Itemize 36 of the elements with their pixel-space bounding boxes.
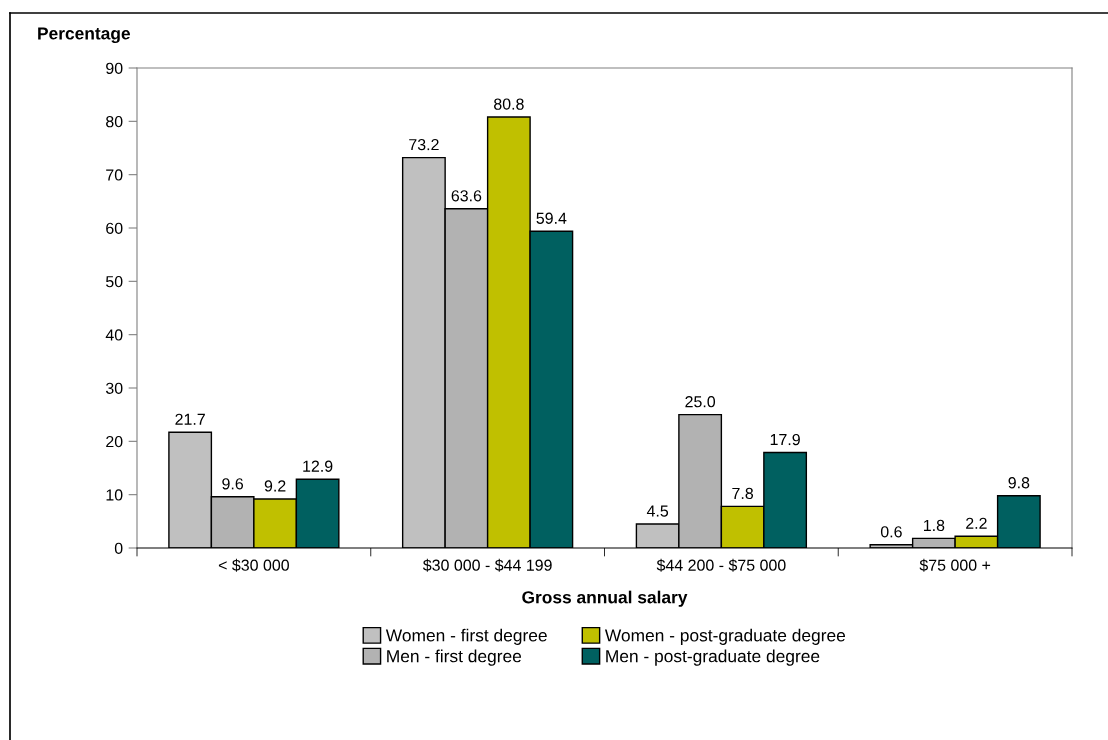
data-label: 7.8 [732,487,754,500]
data-label: 9.6 [222,478,244,490]
legend-label: Men - post-graduate degree [606,649,820,666]
data-label: 9.8 [1008,477,1030,489]
y-axis-title: Percentage [38,27,131,44]
y-tick-label: 20 [106,435,123,448]
y-tick-label: 10 [106,489,123,501]
y-tick-label: 60 [106,222,123,234]
data-label: 9.2 [264,480,286,492]
data-label: 73.2 [409,138,439,151]
data-label: 1.8 [924,519,945,532]
y-tick-label: 70 [106,169,123,181]
data-label: 80.8 [494,98,524,110]
data-label: 59.4 [536,212,567,224]
y-tick-label: 50 [105,275,123,288]
data-label: 2.2 [966,517,987,529]
legend-label: Women - first degree [385,628,547,645]
x-axis-title: Gross annual salary [522,590,688,607]
y-tick-label: 80 [106,115,123,128]
data-label: 21.7 [175,413,205,425]
y-tick-label: 90 [106,62,123,74]
y-tick-label: 30 [105,382,123,394]
data-label: 12.9 [303,460,333,472]
y-tick-label: 0 [114,542,123,554]
data-label: 25.0 [685,396,716,408]
legend-label: Men - first degree [387,649,522,666]
data-label: 17.9 [770,433,800,446]
x-tick-label: $44 200 - $75 000 [656,558,786,572]
y-tick-label: 40 [105,329,123,341]
x-tick-label: < $30 000 [218,558,289,572]
data-label: 0.6 [880,526,902,538]
x-tick-label: $75 000 + [919,558,991,572]
data-label: 63.6 [451,190,482,202]
data-label: 4.5 [646,505,669,517]
x-tick-label: $30 000 - $44 199 [422,558,552,572]
legend-label: Women - post-graduate degree [604,628,846,645]
